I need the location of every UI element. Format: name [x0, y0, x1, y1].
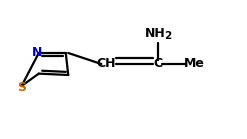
Text: NH: NH [145, 27, 166, 40]
Text: 2: 2 [165, 31, 172, 41]
Text: S: S [17, 81, 26, 94]
Text: C: C [153, 58, 163, 70]
Text: N: N [32, 46, 42, 59]
Text: Me: Me [184, 58, 205, 70]
Text: CH: CH [97, 58, 116, 70]
